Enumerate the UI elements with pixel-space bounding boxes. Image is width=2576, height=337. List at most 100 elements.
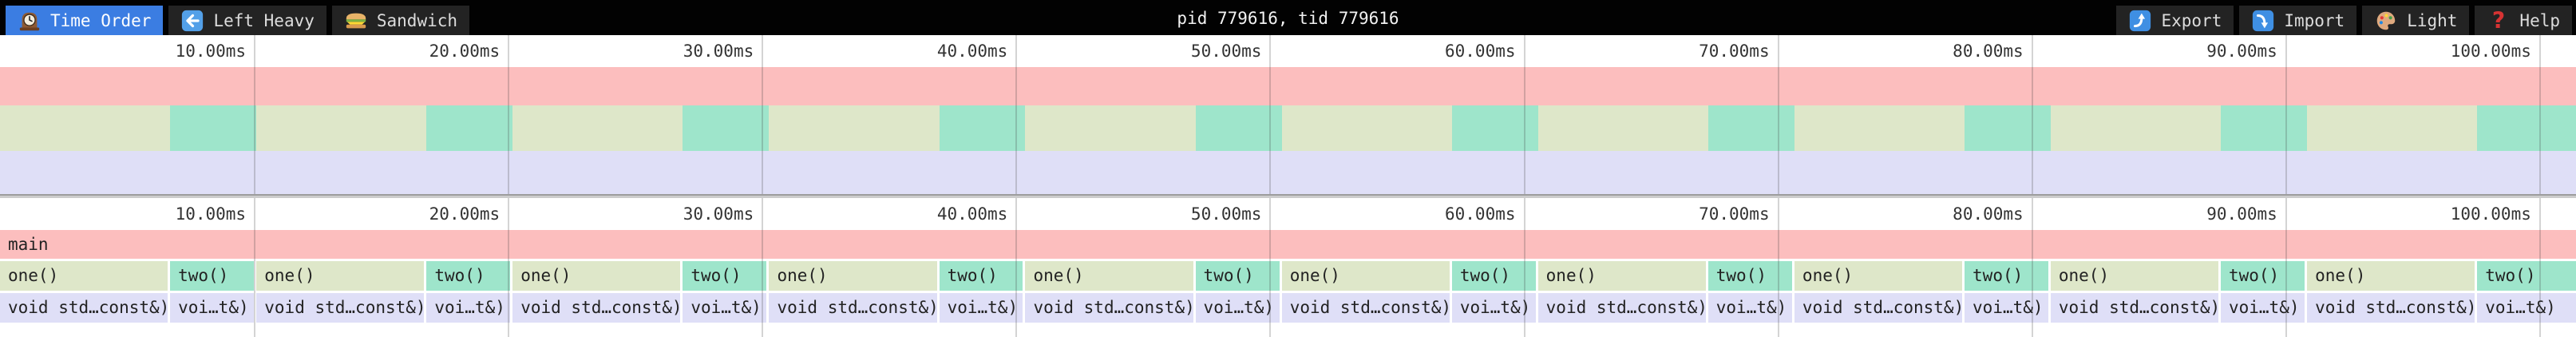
frame-one[interactable] <box>0 105 171 151</box>
frame-one[interactable] <box>512 105 683 151</box>
frame-voit[interactable]: voi…t&) <box>1965 293 2051 323</box>
frame-two[interactable] <box>426 105 513 151</box>
frame-voidstdconst[interactable] <box>512 151 683 194</box>
tab-time-order[interactable]: Time Order <box>6 6 164 35</box>
frame-two[interactable]: two() <box>1195 261 1282 291</box>
frame-voit[interactable]: voi…t&) <box>1195 293 1282 323</box>
frame-two[interactable]: two() <box>683 261 770 291</box>
frame-voidstdconst[interactable] <box>1025 151 1196 194</box>
frame-voidstdconst[interactable]: void std…const&) <box>512 293 683 323</box>
frame-voit[interactable]: voi…t&) <box>683 293 770 323</box>
frame-voit[interactable]: voi…t&) <box>939 293 1026 323</box>
frame-voidstdconst[interactable] <box>2307 151 2478 194</box>
export-button[interactable]: Export <box>2116 6 2234 35</box>
frame-voidstdconst[interactable] <box>769 151 940 194</box>
frame-two[interactable] <box>170 105 257 151</box>
tick-label: 30.00ms <box>683 204 754 224</box>
frame-one[interactable]: one() <box>769 261 940 291</box>
frame-voidstdconst[interactable] <box>1537 151 1708 194</box>
tab-sandwich[interactable]: Sandwich <box>331 6 470 35</box>
frame-voidstdconst[interactable]: void std…const&) <box>1537 293 1708 323</box>
frame-one[interactable] <box>769 105 940 151</box>
frame-one[interactable]: one() <box>512 261 683 291</box>
import-button[interactable]: Import <box>2239 6 2357 35</box>
frame-voit[interactable]: voi…t&) <box>426 293 513 323</box>
frame-voidstdconst[interactable]: void std…const&) <box>2307 293 2478 323</box>
frame-voit[interactable] <box>1451 151 1538 194</box>
frame-two[interactable]: two() <box>426 261 513 291</box>
flamechart-row-depth1: one() two() one() two() one() two() one() two()… <box>0 261 2576 291</box>
frame-one[interactable] <box>1537 105 1708 151</box>
frame-two[interactable] <box>1195 105 1282 151</box>
frame-two[interactable] <box>1707 105 1794 151</box>
frame-voit[interactable]: voi…t&) <box>1707 293 1794 323</box>
minimap-band-depth2[interactable] <box>0 151 2576 194</box>
frame-voit[interactable] <box>170 151 257 194</box>
help-button[interactable]: ? Help <box>2475 6 2572 35</box>
frame-voidstdconst[interactable] <box>1794 151 1965 194</box>
frame-voit[interactable] <box>683 151 770 194</box>
frame-one[interactable]: one() <box>2307 261 2478 291</box>
frame-one[interactable]: one() <box>1025 261 1196 291</box>
frame-main[interactable] <box>0 67 2576 105</box>
frame-one[interactable]: one() <box>1281 261 1452 291</box>
frame-voit[interactable] <box>1965 151 2051 194</box>
frame-voidstdconst[interactable] <box>2050 151 2221 194</box>
tick-label: 90.00ms <box>2206 42 2277 61</box>
frame-voidstdconst[interactable]: void std…const&) <box>1794 293 1965 323</box>
frame-voit[interactable] <box>939 151 1026 194</box>
minimap-divider[interactable] <box>0 194 2576 198</box>
frame-voidstdconst[interactable]: void std…const&) <box>0 293 171 323</box>
frame-voit[interactable]: voi…t&) <box>2220 293 2308 323</box>
tick-label: 40.00ms <box>936 42 1008 61</box>
frame-one[interactable] <box>2050 105 2221 151</box>
frame-one[interactable] <box>1281 105 1452 151</box>
frame-one[interactable]: one() <box>256 261 427 291</box>
frame-two[interactable] <box>2220 105 2308 151</box>
frame-one[interactable] <box>2307 105 2478 151</box>
frame-two[interactable]: two() <box>1707 261 1794 291</box>
frame-voit[interactable]: voi…t&) <box>1451 293 1538 323</box>
frame-two[interactable]: two() <box>1965 261 2051 291</box>
frame-voidstdconst[interactable] <box>256 151 427 194</box>
frame-two[interactable] <box>1965 105 2051 151</box>
frame-voidstdconst[interactable] <box>1281 151 1452 194</box>
frame-main[interactable]: main <box>0 230 2576 259</box>
frame-voit[interactable]: voi…t&) <box>170 293 257 323</box>
frame-two[interactable]: two() <box>2477 261 2576 291</box>
frame-voit[interactable]: voi…t&) <box>2477 293 2576 323</box>
frame-voit[interactable] <box>2477 151 2576 194</box>
frame-voidstdconst[interactable] <box>0 151 171 194</box>
frame-one[interactable] <box>1025 105 1196 151</box>
tab-left-heavy[interactable]: Left Heavy <box>168 6 326 35</box>
frame-voit[interactable] <box>2220 151 2308 194</box>
frame-voidstdconst[interactable]: void std…const&) <box>1025 293 1196 323</box>
frame-voit[interactable] <box>1707 151 1794 194</box>
frame-two[interactable]: two() <box>170 261 257 291</box>
frame-voit[interactable] <box>426 151 513 194</box>
frame-two[interactable]: two() <box>2220 261 2308 291</box>
frame-two[interactable] <box>2477 105 2576 151</box>
minimap-band-depth1[interactable] <box>0 105 2576 151</box>
frame-one[interactable]: one() <box>1794 261 1965 291</box>
frame-two[interactable] <box>683 105 770 151</box>
frame-one[interactable] <box>256 105 427 151</box>
frame-voit[interactable] <box>1195 151 1282 194</box>
frame-voidstdconst[interactable]: void std…const&) <box>256 293 427 323</box>
frame-two[interactable]: two() <box>1451 261 1538 291</box>
frame-one[interactable]: one() <box>2050 261 2221 291</box>
flamechart[interactable]: main one() two() one() two() one() two() one()… <box>0 198 2576 337</box>
minimap-band-main[interactable] <box>0 67 2576 105</box>
frame-two[interactable] <box>1451 105 1538 151</box>
frame-one[interactable]: one() <box>0 261 171 291</box>
theme-toggle-button[interactable]: Light <box>2362 6 2470 35</box>
tick-label: 50.00ms <box>1190 204 1262 224</box>
frame-voidstdconst[interactable]: void std…const&) <box>1281 293 1452 323</box>
frame-voidstdconst[interactable]: void std…const&) <box>2050 293 2221 323</box>
frame-one[interactable] <box>1794 105 1965 151</box>
frame-two[interactable] <box>939 105 1026 151</box>
frame-one[interactable]: one() <box>1537 261 1708 291</box>
frame-two[interactable]: two() <box>939 261 1026 291</box>
frame-voidstdconst[interactable]: void std…const&) <box>769 293 940 323</box>
minimap[interactable]: 10.00ms 20.00ms 30.00ms 40.00ms 50.00ms 60.00… <box>0 35 2576 198</box>
